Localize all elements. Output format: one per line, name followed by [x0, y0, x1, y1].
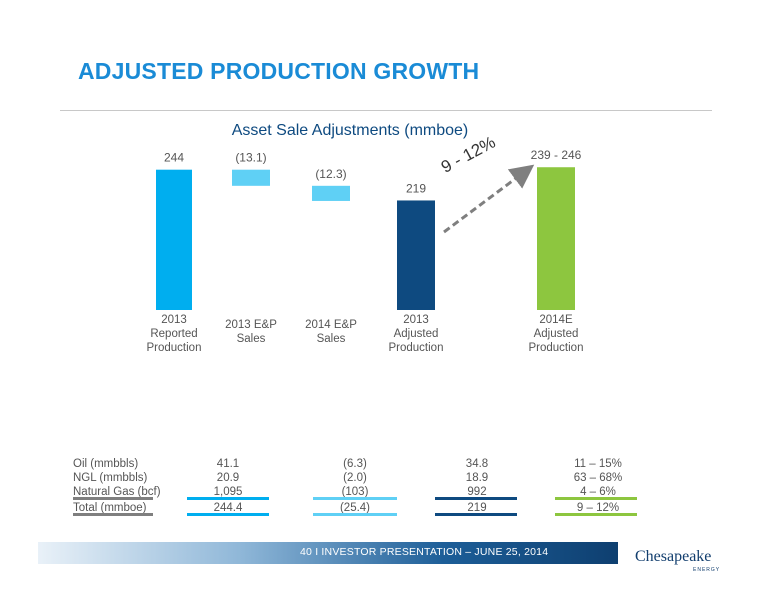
- cell-ngl-reported: 20.9: [216, 472, 240, 484]
- bar-value-label-ep-sales-2013: (13.1): [235, 151, 266, 165]
- growth-arrow: [443, 164, 535, 234]
- bar-ep-sales-2013: [232, 169, 270, 186]
- cell-gas-reported: 1,095: [213, 486, 243, 498]
- bar-adjusted: [397, 200, 435, 310]
- row-label-gas: Natural Gas (bcf): [73, 486, 161, 498]
- cell-ngl-sales: (2.0): [343, 472, 367, 484]
- underline-growth: [555, 513, 637, 516]
- separator-adjusted: [435, 497, 517, 500]
- bar-reported: [156, 169, 192, 310]
- underline-reported: [187, 513, 269, 516]
- cell-ngl-adjusted: 18.9: [465, 472, 489, 484]
- category-label-ep-sales-2014: 2014 E&P Sales: [305, 319, 357, 345]
- company-logo: Chesapeake ENERGY: [635, 540, 745, 576]
- underline-adjusted: [435, 513, 517, 516]
- footer-bar: [38, 542, 618, 564]
- cell-total-reported: 244.4: [213, 502, 243, 514]
- label-separator: [73, 497, 153, 500]
- logo-subtext: ENERGY: [693, 567, 721, 573]
- bar-ep-sales-2014: [312, 185, 350, 201]
- row-label-total: Total (mmboe): [73, 502, 147, 514]
- separator-sales: [313, 497, 397, 500]
- bar-value-label-projected: 239 - 246: [531, 148, 582, 162]
- chart-title: Asset Sale Adjustments (mmboe): [231, 122, 469, 139]
- underline-sales: [313, 513, 397, 516]
- col-header-adjusted: 2013 Adjusted Production: [440, 414, 512, 439]
- row-label-oil: Oil (mmbbls): [73, 458, 139, 470]
- category-label-reported: 2013 Reported Production: [146, 314, 202, 354]
- cell-total-adjusted: 219: [467, 502, 487, 514]
- cell-gas-adjusted: 992: [467, 486, 487, 498]
- separator-reported: [187, 497, 269, 500]
- cell-total-growth: 9 – 12%: [576, 502, 620, 514]
- cell-oil-sales: (6.3): [343, 458, 367, 470]
- bar-value-label-reported: 244: [164, 151, 184, 165]
- bar-value-label-ep-sales-2014: (12.3): [315, 167, 346, 181]
- bar-value-label-adjusted: 219: [406, 181, 426, 195]
- cell-gas-sales: (103): [341, 486, 369, 498]
- page-title: ADJUSTED PRODUCTION GROWTH: [78, 58, 480, 84]
- label-underline: [73, 513, 153, 516]
- cell-oil-reported: 41.1: [216, 458, 240, 470]
- cell-ngl-growth: 63 – 68%: [573, 472, 623, 484]
- col-header-growth: 2014E Adjusted Production Growth: [568, 401, 624, 452]
- title-divider: [60, 110, 712, 111]
- cell-gas-growth: 4 – 6%: [580, 486, 616, 498]
- cell-oil-adjusted: 34.8: [465, 458, 489, 470]
- footer-text: 40 I INVESTOR PRESENTATION – JUNE 25, 20…: [300, 546, 549, 558]
- col-header-ep-sales: E&P Sales: [341, 414, 369, 439]
- row-label-ngl: NGL (mmbbls): [73, 472, 148, 484]
- cell-oil-growth: 11 – 15%: [574, 458, 622, 470]
- separator-growth: [555, 497, 637, 500]
- cell-total-sales: (25.4): [339, 502, 371, 514]
- col-header-reported: 2013 Reported Production: [200, 407, 256, 446]
- category-label-projected: 2014E Adjusted Production: [528, 314, 584, 354]
- bar-projected: [537, 167, 575, 310]
- logo-wordmark: Chesapeake: [635, 548, 712, 565]
- category-label-adjusted: 2013 Adjusted Production: [388, 314, 444, 354]
- category-label-ep-sales-2013: 2013 E&P Sales: [225, 319, 277, 345]
